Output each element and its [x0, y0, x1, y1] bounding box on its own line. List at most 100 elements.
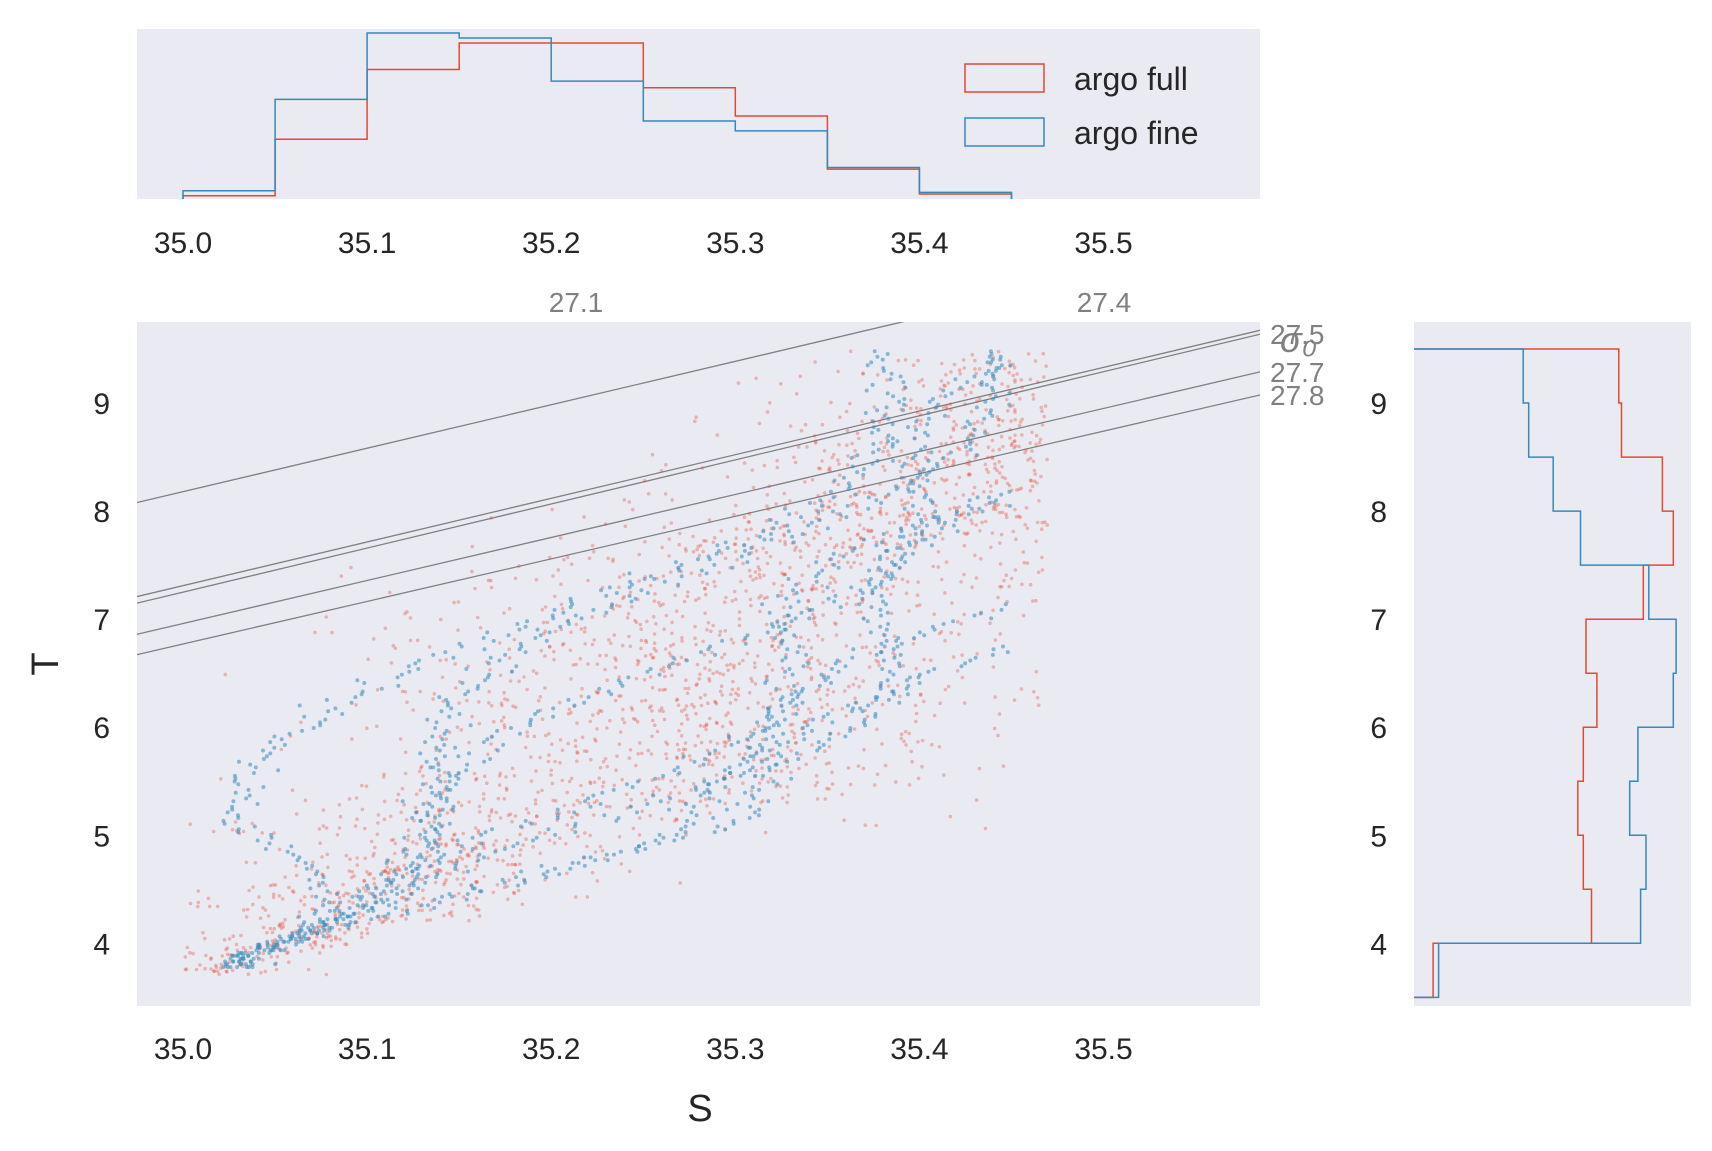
scatter-point-argo-full: [592, 780, 597, 784]
scatter-point-argo-full: [648, 813, 652, 818]
scatter-point-argo-full: [838, 553, 842, 558]
scatter-point-argo-full: [951, 428, 956, 432]
scatter-point-argo-full: [940, 361, 944, 366]
scatter-point-argo-full: [677, 662, 681, 666]
scatter-point-argo-full: [550, 742, 554, 746]
scatter-point-argo-full: [701, 549, 705, 554]
scatter-point-argo-full: [989, 484, 993, 488]
scatter-point-argo-fine: [968, 439, 973, 444]
scatter-point-argo-fine: [387, 903, 391, 908]
scatter-point-argo-full: [806, 564, 811, 568]
scatter-point-argo-full: [698, 573, 702, 577]
scatter-point-argo-full: [585, 749, 589, 754]
scatter-point-argo-full: [997, 447, 1002, 452]
scatter-point-argo-full: [970, 521, 974, 526]
scatter-point-argo-full: [654, 622, 658, 626]
scatter-point-argo-full: [603, 757, 608, 761]
scatter-point-argo-fine: [264, 754, 269, 759]
scatter-point-argo-full: [1036, 703, 1041, 707]
scatter-point-argo-fine: [302, 920, 307, 925]
scatter-point-argo-fine: [907, 675, 912, 680]
scatter-point-argo-full: [505, 838, 510, 843]
scatter-point-argo-fine: [428, 863, 433, 868]
scatter-point-argo-fine: [913, 453, 918, 458]
scatter-point-argo-fine: [1007, 391, 1012, 396]
scatter-point-argo-fine: [657, 841, 662, 846]
scatter-point-argo-full: [952, 362, 957, 367]
scatter-point-argo-fine: [327, 900, 332, 905]
scatter-point-argo-full: [990, 531, 995, 535]
scatter-point-argo-full: [467, 918, 471, 923]
scatter-point-argo-fine: [998, 357, 1003, 362]
scatter-point-argo-full: [908, 533, 913, 537]
scatter-point-argo-full: [442, 882, 446, 887]
scatter-point-argo-full: [207, 904, 212, 909]
scatter-point-argo-fine: [555, 816, 560, 820]
scatter-point-argo-full: [395, 798, 399, 803]
scatter-point-argo-fine: [999, 607, 1004, 612]
scatter-point-argo-fine: [773, 636, 777, 640]
scatter-point-argo-fine: [476, 683, 481, 688]
scatter-point-argo-full: [245, 907, 250, 912]
scatter-point-argo-fine: [821, 714, 826, 719]
scatter-point-argo-fine: [440, 807, 445, 812]
scatter-point-argo-full: [441, 699, 446, 703]
scatter-point-argo-fine: [404, 852, 409, 857]
scatter-point-argo-fine: [546, 827, 551, 832]
scatter-point-argo-full: [411, 708, 416, 712]
scatter-point-argo-full: [650, 709, 654, 713]
scatter-point-argo-full: [406, 838, 410, 842]
scatter-point-argo-full: [774, 769, 778, 773]
scatter-point-argo-full: [724, 595, 728, 600]
scatter-point-argo-fine: [831, 551, 836, 556]
scatter-point-argo-full: [839, 611, 843, 615]
scatter-point-argo-full: [230, 968, 235, 973]
scatter-point-argo-fine: [783, 655, 788, 660]
scatter-point-argo-full: [553, 629, 558, 634]
scatter-point-argo-fine: [627, 585, 632, 590]
scatter-point-argo-fine: [434, 745, 439, 750]
scatter-point-argo-full: [559, 602, 564, 607]
scatter-point-argo-full: [848, 349, 853, 354]
scatter-point-argo-full: [651, 655, 656, 660]
scatter-point-argo-fine: [488, 655, 493, 660]
scatter-point-argo-full: [1000, 382, 1004, 386]
scatter-point-argo-full: [294, 864, 298, 868]
scatter-point-argo-full: [722, 740, 726, 744]
scatter-point-argo-full: [474, 880, 478, 884]
scatter-point-argo-full: [895, 542, 900, 546]
scatter-point-argo-full: [224, 969, 229, 974]
scatter-point-argo-full: [768, 554, 773, 559]
scatter-point-argo-full: [977, 766, 982, 771]
scatter-point-argo-full: [475, 880, 480, 884]
scatter-point-argo-fine: [794, 712, 799, 716]
scatter-point-argo-fine: [451, 804, 456, 809]
scatter-point-argo-fine: [347, 922, 352, 927]
scatter-point-argo-full: [834, 633, 839, 637]
scatter-point-argo-full: [736, 381, 741, 385]
scatter-point-argo-fine: [990, 371, 995, 376]
scatter-point-argo-full: [1031, 459, 1036, 464]
scatter-point-argo-full: [473, 867, 477, 872]
scatter-point-argo-fine: [738, 762, 743, 767]
scatter-point-argo-fine: [888, 377, 893, 382]
scatter-point-argo-full: [400, 908, 405, 912]
scatter-point-argo-fine: [835, 658, 840, 663]
scatter-point-argo-full: [761, 705, 766, 709]
scatter-point-argo-full: [310, 946, 315, 950]
scatter-point-argo-fine: [643, 847, 648, 851]
scatter-point-argo-fine: [783, 669, 788, 674]
scatter-point-argo-full: [1017, 514, 1021, 518]
scatter-point-argo-full: [996, 417, 1001, 422]
scatter-point-argo-fine: [437, 813, 442, 818]
scatter-point-argo-fine: [841, 475, 846, 480]
scatter-point-argo-fine: [776, 751, 781, 756]
scatter-point-argo-full: [837, 442, 841, 447]
scatter-point-argo-full: [838, 517, 842, 522]
scatter-point-argo-fine: [872, 349, 877, 354]
scatter-point-argo-fine: [972, 427, 977, 432]
scatter-point-argo-full: [861, 371, 865, 376]
scatter-point-argo-fine: [836, 565, 841, 570]
scatter-point-argo-full: [794, 511, 799, 515]
scatter-point-argo-full: [595, 691, 600, 695]
